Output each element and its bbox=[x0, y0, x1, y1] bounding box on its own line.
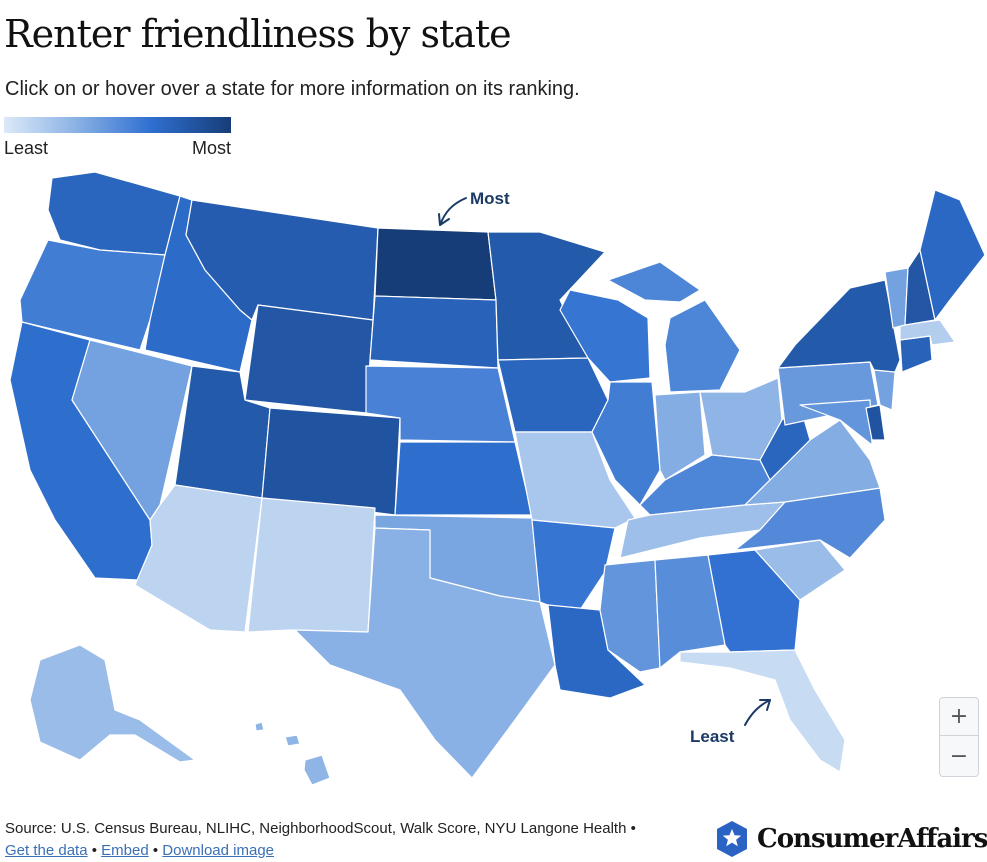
page-subtitle: Click on or hover over a state for more … bbox=[5, 78, 580, 100]
state-fl[interactable] bbox=[679, 649, 846, 773]
state-md[interactable] bbox=[799, 399, 873, 446]
state-ma[interactable] bbox=[899, 319, 956, 346]
most-callout-label: Most bbox=[470, 189, 510, 208]
legend-gradient bbox=[4, 117, 231, 133]
state-ia[interactable] bbox=[497, 357, 609, 433]
consumeraffairs-logo: ConsumerAffairs bbox=[715, 820, 987, 858]
state-il[interactable] bbox=[591, 381, 661, 506]
state-ak[interactable] bbox=[29, 644, 196, 763]
state-ne[interactable] bbox=[365, 365, 516, 443]
zoom-control: + − bbox=[939, 697, 979, 777]
legend-low-label: Least bbox=[4, 138, 49, 158]
state-nd[interactable] bbox=[374, 227, 497, 301]
download-image-link[interactable]: Download image bbox=[162, 842, 275, 859]
source-note: Source: U.S. Census Bureau, NLIHC, Neigh… bbox=[5, 820, 636, 837]
page-title: Renter friendliness by state bbox=[4, 12, 512, 56]
state-de[interactable] bbox=[865, 404, 886, 441]
state-ct[interactable] bbox=[899, 335, 933, 373]
state-wa[interactable] bbox=[47, 171, 181, 256]
state-ny[interactable] bbox=[777, 279, 901, 373]
state-mi[interactable] bbox=[607, 261, 741, 393]
state-ks[interactable] bbox=[394, 441, 533, 516]
state-wy[interactable] bbox=[244, 304, 374, 414]
link-separator: • bbox=[148, 842, 163, 859]
least-arrow-icon bbox=[744, 699, 771, 726]
state-wv[interactable] bbox=[759, 404, 811, 481]
link-separator: • bbox=[87, 842, 102, 859]
zoom-out-button[interactable]: − bbox=[940, 737, 978, 775]
state-al[interactable] bbox=[654, 554, 726, 669]
embed-link[interactable]: Embed bbox=[101, 842, 149, 859]
state-tx[interactable] bbox=[294, 527, 556, 779]
star-shield-icon bbox=[717, 821, 747, 857]
state-wi[interactable] bbox=[559, 289, 651, 383]
state-nm[interactable] bbox=[247, 497, 376, 633]
state-hi[interactable] bbox=[254, 721, 331, 786]
us-choropleth-map[interactable] bbox=[0, 160, 987, 800]
state-az[interactable] bbox=[134, 484, 263, 633]
least-callout-label: Least bbox=[690, 727, 735, 746]
state-co[interactable] bbox=[261, 407, 401, 516]
zoom-in-button[interactable]: + bbox=[940, 698, 978, 736]
logo-text: ConsumerAffairs bbox=[757, 824, 987, 854]
state-in[interactable] bbox=[654, 391, 706, 481]
most-arrow-icon bbox=[438, 197, 467, 226]
state-or[interactable] bbox=[19, 239, 166, 351]
get-data-link[interactable]: Get the data bbox=[5, 842, 88, 859]
footer-links: Get the data • Embed • Download image bbox=[5, 842, 274, 859]
state-sc[interactable] bbox=[754, 539, 846, 601]
state-sd[interactable] bbox=[369, 295, 499, 369]
state-me[interactable] bbox=[919, 189, 986, 321]
legend-high-label: Most bbox=[191, 138, 231, 158]
